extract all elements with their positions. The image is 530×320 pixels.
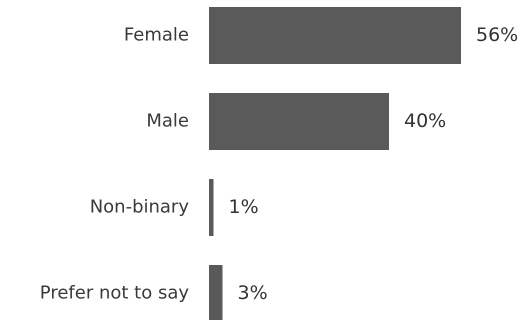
bar-female — [209, 7, 461, 64]
category-label: Non-binary — [90, 197, 190, 218]
value-label: 56% — [476, 24, 518, 46]
category-label: Male — [146, 111, 189, 132]
category-label: Prefer not to say — [40, 283, 190, 304]
category-label: Female — [124, 25, 189, 46]
bar-prefer-not-to-say — [209, 265, 223, 320]
bar-male — [209, 93, 389, 150]
value-label: 1% — [229, 196, 259, 218]
bar-non-binary — [209, 179, 214, 236]
value-label: 40% — [404, 110, 446, 132]
value-label: 3% — [238, 282, 268, 304]
